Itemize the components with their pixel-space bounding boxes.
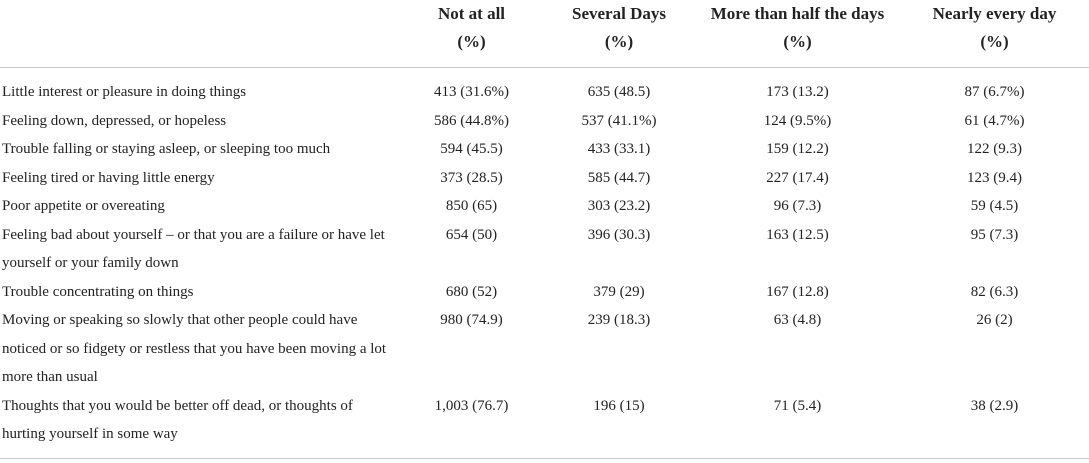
cell-nearly-every-day: 123 (9.4) — [967, 169, 1022, 186]
cell-more-than-half: 124 (9.5%) — [763, 112, 832, 129]
row-label: Feeling tired or having little energy — [2, 169, 215, 186]
cell-not-at-all: 850 (65) — [445, 198, 498, 214]
header-several-days-line2: (%) — [604, 32, 634, 51]
cell-nearly-every-day: 95 (7.3) — [970, 226, 1019, 243]
cell-several-days: 537 (41.1%) — [581, 112, 657, 129]
table-row: Trouble falling or staying asleep, or sl… — [0, 135, 1089, 164]
cell-not-at-all: 980 (74.9) — [440, 312, 503, 328]
cell-more-than-half: 173 (13.2) — [766, 84, 829, 100]
cell-not-at-all: 413 (31.6%) — [434, 84, 509, 100]
header-several-days-line1: Several Days — [572, 4, 666, 23]
table-row: Little interest or pleasure in doing thi… — [0, 68, 1089, 107]
header-nearly-every-day-line1: Nearly every day — [932, 4, 1057, 23]
table-body: Little interest or pleasure in doing thi… — [0, 68, 1089, 463]
header-not-at-all: Not at all (%) — [400, 0, 543, 68]
table-header: Not at all (%) Several Days (%) More tha… — [0, 0, 1089, 68]
header-not-at-all-line1: Not at all — [437, 4, 506, 23]
row-label: Trouble concentrating on things — [2, 283, 194, 300]
table-row: Feeling tired or having little energy 37… — [0, 164, 1089, 193]
cell-more-than-half: 167 (12.8) — [766, 283, 829, 300]
cell-more-than-half: 96 (7.3) — [773, 198, 822, 214]
cell-more-than-half: 63 (4.8) — [773, 312, 822, 328]
table-row: Trouble concentrating on things 680 (52)… — [0, 278, 1089, 307]
row-label: Feeling down, depressed, or hopeless — [2, 112, 227, 129]
cell-several-days: 379 (29) — [593, 283, 645, 300]
table-bottom-rule — [0, 458, 1089, 459]
header-row: Not at all (%) Several Days (%) More tha… — [0, 0, 1089, 68]
header-more-than-half-line1: More than half the days — [710, 4, 885, 23]
cell-not-at-all: 586 (44.8%) — [434, 112, 509, 129]
cell-nearly-every-day: 38 (2.9) — [970, 397, 1019, 414]
cell-nearly-every-day: 122 (9.3) — [967, 141, 1022, 157]
cell-not-at-all: 654 (50) — [445, 226, 498, 243]
cell-several-days: 196 (15) — [593, 397, 645, 414]
cell-several-days: 433 (33.1) — [587, 141, 651, 157]
table-row: Thoughts that you would be better off de… — [0, 392, 1089, 463]
row-label: Trouble falling or staying asleep, or sl… — [2, 141, 331, 157]
cell-more-than-half: 227 (17.4) — [766, 169, 829, 186]
cell-not-at-all: 680 (52) — [445, 283, 498, 300]
header-several-days: Several Days (%) — [543, 0, 695, 68]
row-label: Moving or speaking so slowly that other … — [2, 312, 387, 385]
cell-not-at-all: 594 (45.5) — [440, 141, 503, 157]
cell-several-days: 303 (23.2) — [587, 198, 651, 214]
header-more-than-half-line2: (%) — [783, 32, 812, 51]
header-not-at-all-line2: (%) — [457, 32, 486, 51]
table-row: Feeling bad about yourself – or that you… — [0, 221, 1089, 278]
table-row: Poor appetite or overeating 850 (65) 303… — [0, 192, 1089, 221]
header-more-than-half: More than half the days (%) — [695, 0, 900, 68]
cell-more-than-half: 159 (12.2) — [766, 141, 829, 157]
cell-nearly-every-day: 26 (2) — [976, 312, 1013, 328]
row-label: Poor appetite or overeating — [2, 198, 165, 214]
row-label: Thoughts that you would be better off de… — [2, 397, 353, 443]
cell-nearly-every-day: 61 (4.7%) — [964, 112, 1025, 129]
header-nearly-every-day-line2: (%) — [980, 32, 1009, 51]
cell-not-at-all: 1,003 (76.7) — [434, 397, 509, 414]
row-label: Little interest or pleasure in doing thi… — [2, 84, 247, 100]
cell-several-days: 635 (48.5) — [587, 84, 651, 100]
table-row: Feeling down, depressed, or hopeless 586… — [0, 107, 1089, 136]
row-label: Feeling bad about yourself – or that you… — [2, 226, 385, 272]
cell-not-at-all: 373 (28.5) — [440, 169, 503, 186]
header-blank-cell — [0, 0, 400, 68]
cell-several-days: 239 (18.3) — [587, 312, 651, 328]
cell-several-days: 396 (30.3) — [587, 226, 651, 243]
cell-nearly-every-day: 82 (6.3) — [970, 283, 1019, 300]
cell-nearly-every-day: 59 (4.5) — [970, 198, 1019, 214]
cell-more-than-half: 163 (12.5) — [766, 226, 829, 243]
header-nearly-every-day: Nearly every day (%) — [900, 0, 1089, 68]
cell-several-days: 585 (44.7) — [587, 169, 651, 186]
cell-more-than-half: 71 (5.4) — [773, 397, 822, 414]
table-row: Moving or speaking so slowly that other … — [0, 306, 1089, 392]
cell-nearly-every-day: 87 (6.7%) — [964, 84, 1025, 100]
